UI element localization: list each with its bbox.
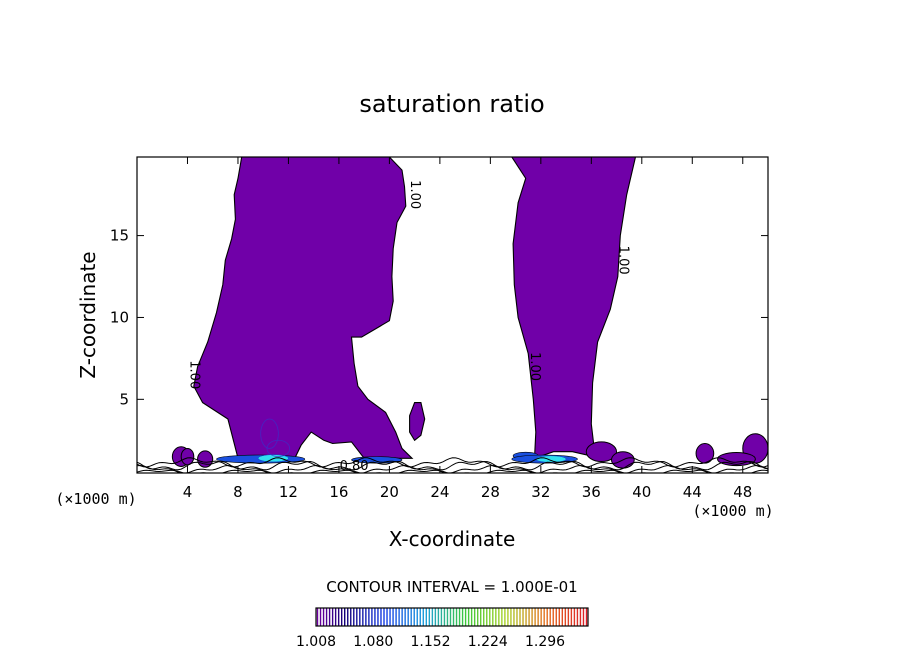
y-axis: 5 10 15 <box>110 227 768 408</box>
colorbar-label-3: 1.224 <box>468 634 508 650</box>
contour-label-4: 0.80 <box>340 459 369 474</box>
x-tick-label-2: 12 <box>279 483 298 501</box>
x-tick-label-8: 36 <box>582 483 601 501</box>
y-tick-label-1: 10 <box>110 308 129 326</box>
colorbar-tick-labels: 1.008 1.080 1.152 1.224 1.296 <box>296 634 565 650</box>
plot-frame <box>136 156 769 474</box>
colorbar-label-1: 1.080 <box>353 634 393 650</box>
surface-cell-1 <box>180 447 195 466</box>
x-unit-left: (×1000 m) <box>55 490 136 508</box>
contour-label-3: 1.00 <box>615 246 630 275</box>
contour-field <box>137 157 768 473</box>
y-axis-label: Z-coordinate <box>76 251 100 378</box>
y-tick-label-2: 15 <box>110 227 129 245</box>
surface-contour-0 <box>137 469 768 473</box>
contour-label-1: 1.00 <box>407 180 422 209</box>
x-tick-label-9: 40 <box>632 483 651 501</box>
chart-title: saturation ratio <box>359 90 544 118</box>
supersaturated-region-1 <box>511 157 637 460</box>
colorbar <box>315 607 589 627</box>
x-tick-label-6: 28 <box>481 483 500 501</box>
colorbar-label-0: 1.008 <box>296 634 336 650</box>
contour-label-2: 1.00 <box>527 352 542 381</box>
x-tick-label-5: 24 <box>430 483 449 501</box>
y-tick-label-0: 5 <box>119 390 129 408</box>
inner-contour-0 <box>260 418 279 449</box>
x-tick-label-7: 32 <box>531 483 550 501</box>
x-tick-label-1: 8 <box>233 483 243 501</box>
contour-interval-text: CONTOUR INTERVAL = 1.000E-01 <box>326 578 577 596</box>
x-unit-right: (×1000 m) <box>692 502 773 520</box>
colorbar-label-2: 1.152 <box>410 634 450 650</box>
x-tick-label-11: 48 <box>733 483 752 501</box>
colorbar-frame <box>315 607 589 627</box>
x-axis: 4 8 12 16 20 24 28 32 36 40 44 48 <box>183 157 752 501</box>
inner-contour-1 <box>266 439 291 458</box>
x-tick-label-10: 44 <box>683 483 702 501</box>
supersaturated-region-0 <box>193 157 414 459</box>
peak-ratio-cell-1 <box>535 455 567 463</box>
x-tick-label-4: 20 <box>380 483 399 501</box>
surface-contour-2 <box>137 460 768 471</box>
supersaturated-region-2 <box>409 402 426 442</box>
contour-label-0: 1.00 <box>186 360 201 389</box>
x-tick-label-0: 4 <box>183 483 193 501</box>
x-tick-label-3: 16 <box>329 483 348 501</box>
contour-labels: 1.00 1.00 1.00 1.00 0.80 <box>186 180 630 474</box>
x-axis-label: X-coordinate <box>389 527 516 551</box>
surface-contour-3 <box>137 457 768 468</box>
surface-cell-3 <box>585 441 618 463</box>
surface-cell-2 <box>197 450 214 468</box>
colorbar-label-4: 1.296 <box>525 634 565 650</box>
